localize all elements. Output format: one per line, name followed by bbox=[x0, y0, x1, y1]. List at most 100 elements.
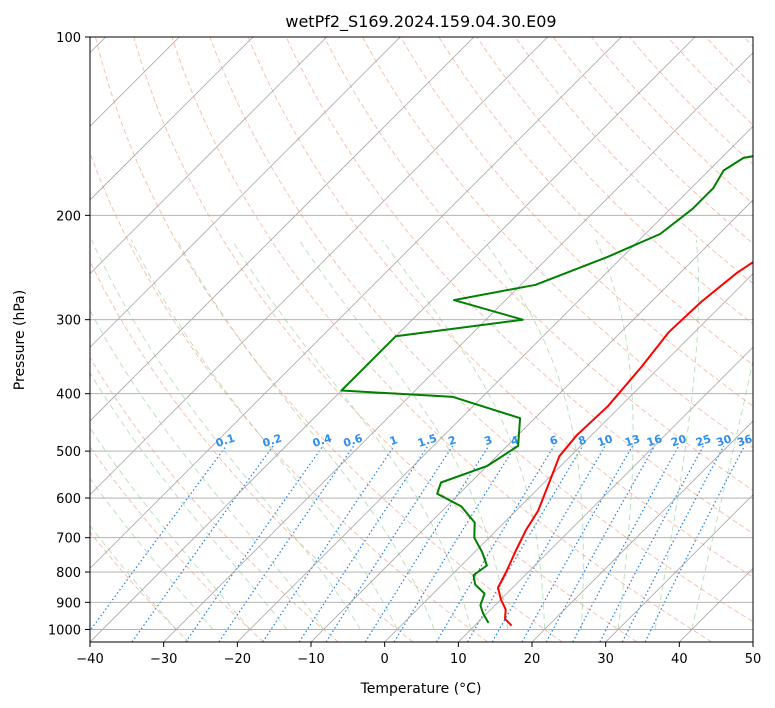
y-tick-label: 1000 bbox=[48, 623, 81, 638]
mixing-ratio-label: 20 bbox=[669, 432, 688, 449]
mixing-ratio-label: 6 bbox=[548, 433, 560, 448]
mixing-ratio-label: 4 bbox=[509, 433, 521, 448]
x-axis: −40 −30 −20 −10 0 10 20 30 40 50 bbox=[76, 642, 761, 667]
temperature-profile-line bbox=[497, 261, 753, 627]
mixing-ratio-label: 3 bbox=[483, 433, 494, 448]
plot-frame bbox=[89, 36, 754, 643]
mixing-ratio-label: 2 bbox=[447, 433, 458, 448]
dry-adiabat bbox=[438, 37, 753, 366]
y-tick-label: 900 bbox=[56, 596, 81, 611]
isotherm-lines bbox=[90, 37, 753, 642]
y-tick-label: 700 bbox=[56, 532, 81, 547]
dry-adiabat bbox=[90, 260, 414, 642]
isotherm-line bbox=[90, 37, 327, 275]
mixing-ratio-label: 0.6 bbox=[342, 431, 365, 449]
isobar-gridlines bbox=[90, 37, 753, 630]
mixing-ratio-line bbox=[298, 445, 429, 642]
moist-adiabat bbox=[381, 239, 546, 630]
mixing-ratio-label: 0.1 bbox=[214, 432, 237, 450]
y-tick-label: 400 bbox=[56, 388, 81, 403]
mixing-ratio-line bbox=[521, 445, 634, 642]
mixing-ratio-label: 10 bbox=[596, 432, 615, 449]
isotherm-line bbox=[90, 37, 401, 348]
moist-adiabat bbox=[176, 239, 435, 630]
mixing-ratio-line bbox=[262, 445, 395, 642]
isotherm-line bbox=[458, 346, 753, 642]
moist-adiabat bbox=[483, 239, 584, 630]
x-tick-label: 0 bbox=[381, 652, 389, 667]
dry-adiabat bbox=[476, 37, 753, 325]
moist-adiabat bbox=[90, 372, 288, 630]
mixing-ratio-label: 0.4 bbox=[311, 431, 334, 449]
x-tick-label: 20 bbox=[524, 652, 541, 667]
mixing-ratio-line bbox=[621, 445, 725, 642]
plot-area: 0.1 0.2 0.4 0.6 1 1.5 2 3 4 6 8 10 13 16 20 25 30 36 bbox=[90, 37, 754, 642]
y-tick-label: 100 bbox=[56, 31, 81, 46]
dry-adiabat bbox=[90, 151, 488, 642]
moist-adiabat bbox=[90, 427, 251, 630]
mixing-ratio-label: 1 bbox=[388, 433, 399, 448]
dry-adiabat bbox=[552, 37, 753, 244]
moist-adiabat bbox=[130, 239, 398, 630]
isotherm-line bbox=[163, 52, 753, 642]
mixing-ratio-line bbox=[131, 445, 274, 642]
dewpoint-profile-line bbox=[340, 155, 753, 624]
isotherm-line bbox=[531, 420, 753, 642]
isotherm-line bbox=[90, 37, 475, 422]
moist-adiabat bbox=[90, 309, 324, 630]
mixing-ratio-line bbox=[185, 445, 324, 642]
dry-adiabat bbox=[209, 37, 753, 623]
mixing-ratio-label: 36 bbox=[735, 432, 754, 449]
x-tick-label: 50 bbox=[745, 652, 762, 667]
dry-adiabat bbox=[590, 37, 753, 205]
moist-adiabat bbox=[595, 239, 634, 630]
isotherm-line bbox=[310, 199, 753, 642]
dry-adiabat bbox=[400, 37, 753, 407]
y-tick-label: 500 bbox=[56, 445, 81, 460]
mixing-ratio-line bbox=[466, 445, 584, 642]
mixing-ratio-label: 0.2 bbox=[261, 432, 284, 450]
y-tick-label: 600 bbox=[56, 492, 81, 507]
x-axis-label: Temperature (°C) bbox=[360, 681, 482, 697]
dry-adiabat bbox=[95, 37, 563, 642]
moist-adiabat bbox=[691, 358, 753, 630]
dry-adiabat bbox=[247, 37, 753, 578]
x-tick-label: −20 bbox=[224, 652, 251, 667]
x-tick-label: −10 bbox=[297, 652, 324, 667]
mixing-ratio-line bbox=[545, 445, 656, 642]
mixing-ratio-label: 13 bbox=[623, 432, 642, 449]
isotherm-line bbox=[605, 494, 753, 642]
chart-title: wetPf2_S169.2024.159.04.30.E09 bbox=[285, 12, 556, 32]
mixing-ratio-line bbox=[325, 445, 454, 642]
x-tick-label: −40 bbox=[76, 652, 103, 667]
dry-adiabat bbox=[171, 37, 712, 642]
dry-adiabat bbox=[90, 531, 190, 642]
dry-adiabat bbox=[90, 356, 339, 642]
mixing-ratio-line bbox=[364, 445, 490, 642]
moist-adiabat bbox=[90, 477, 214, 630]
mixing-ratio-label: 16 bbox=[645, 432, 664, 449]
y-tick-label: 300 bbox=[56, 314, 81, 329]
moist-adiabat bbox=[654, 239, 700, 630]
dry-adiabat bbox=[323, 37, 753, 491]
moist-adiabat bbox=[298, 239, 509, 630]
mixing-ratio-label: 8 bbox=[577, 433, 588, 448]
mixing-ratio-label: 25 bbox=[694, 432, 713, 449]
y-tick-label: 800 bbox=[56, 566, 81, 581]
isotherm-line bbox=[90, 37, 548, 496]
dry-adiabat bbox=[285, 37, 753, 534]
y-axis-label: Pressure (hPa) bbox=[12, 290, 28, 390]
dry-adiabat bbox=[133, 37, 638, 642]
y-axis: 100 200 300 400 500 600 700 800 900 1000 bbox=[48, 31, 90, 638]
isotherm-line bbox=[90, 37, 254, 201]
x-tick-label: 40 bbox=[671, 652, 688, 667]
mixing-ratio-line bbox=[644, 445, 746, 642]
mixing-ratio-label: 30 bbox=[715, 432, 734, 449]
x-tick-label: 10 bbox=[450, 652, 467, 667]
mixing-ratio-label: 1.5 bbox=[416, 432, 439, 450]
moist-adiabat bbox=[231, 239, 472, 630]
isotherm-line bbox=[90, 37, 622, 569]
isotherm-line bbox=[237, 125, 753, 642]
